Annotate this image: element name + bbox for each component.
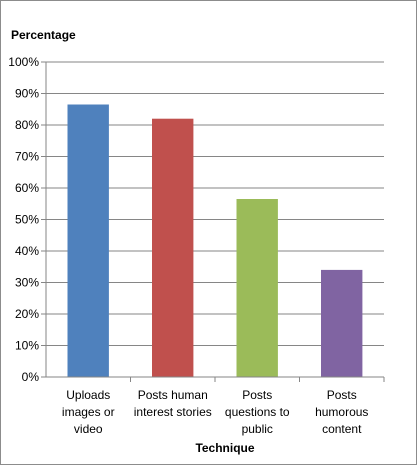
y-tick-label: 30% (15, 276, 39, 290)
category-label: Uploads images or video (62, 388, 115, 436)
y-tick-label: 60% (15, 181, 39, 195)
bar (236, 199, 278, 377)
y-tick-label: 20% (15, 307, 39, 321)
y-tick-labels: 0% 10% 20% 30% 40% 50% 60% 70% 80% 90% 100% (8, 55, 39, 384)
y-tick-label: 50% (15, 213, 39, 227)
bar (152, 118, 194, 377)
bar (321, 269, 363, 377)
bars (67, 104, 363, 377)
y-axis-title: Percentage (11, 28, 76, 42)
y-tick-label: 90% (15, 87, 39, 101)
category-label: Posts humorous content (315, 388, 368, 436)
y-tick-label: 70% (15, 150, 39, 164)
y-tick-label: 100% (8, 55, 39, 69)
bar (67, 104, 109, 377)
y-tick-label: 0% (22, 370, 40, 384)
category-label: Posts human interest stories (134, 388, 212, 419)
category-labels: Uploads images or video Posts human interest… (62, 377, 385, 436)
y-tick-label: 80% (15, 118, 39, 132)
x-axis-title: Technique (195, 441, 254, 455)
y-tick-label: 40% (15, 244, 39, 258)
category-label: Posts questions to public (225, 388, 290, 436)
y-tick-label: 10% (15, 339, 39, 353)
